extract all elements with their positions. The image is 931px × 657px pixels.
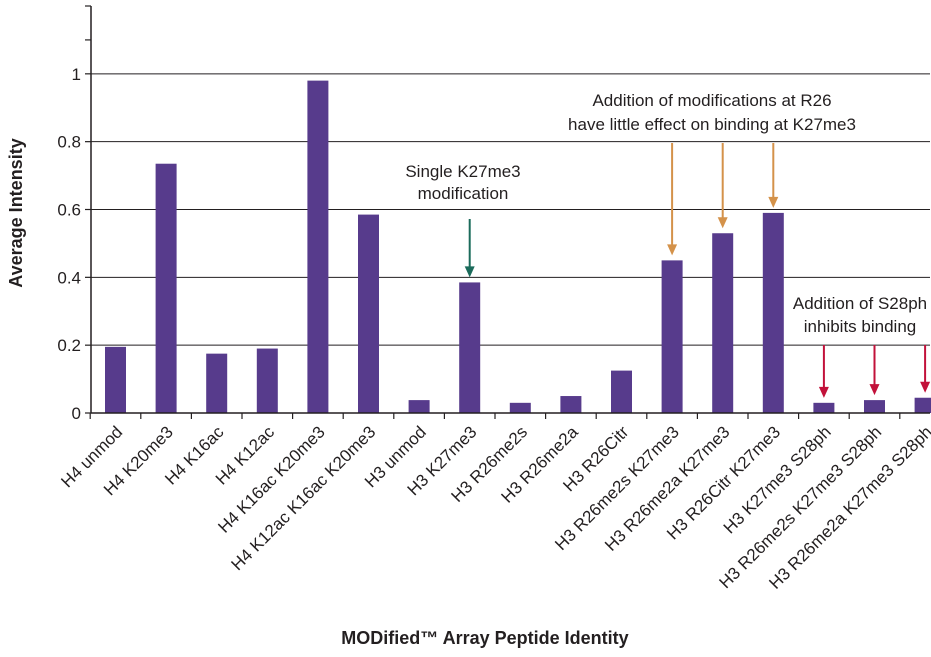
y-tick-label: 0.8 [57, 133, 81, 152]
annotation-text: modification [418, 184, 509, 203]
gridlines [91, 73, 930, 346]
y-tick-label: 0.4 [57, 268, 81, 287]
bar-h4-k16ac [206, 353, 228, 413]
annotation-arrowhead [464, 266, 475, 278]
annotation-arrowhead [818, 386, 829, 398]
annotation-text: inhibits binding [804, 317, 916, 336]
bar-h3-r26me2s-k27me3-s28ph [864, 400, 885, 413]
annotation-arrowhead [717, 217, 728, 229]
annotation-arrowhead [667, 244, 678, 256]
annotation-text: Addition of S28ph [793, 294, 927, 313]
bar-h3-r26me2s [509, 402, 531, 413]
bars [105, 80, 931, 413]
bar-h4-unmod [105, 346, 126, 413]
y-tick-label: 0.2 [57, 336, 81, 355]
annotation-text: Addition of modifications at R26 [592, 91, 831, 110]
y-tick-label: 0.6 [57, 201, 81, 220]
bar-h3-r26me2a-k27me3 [712, 233, 734, 413]
y-tick-label: 0 [72, 404, 81, 423]
bar-h4-k20me3 [155, 163, 177, 413]
bar-h3-r26me2a [560, 396, 582, 413]
bar-h4-k12ac-k16ac-k20me3 [358, 214, 379, 413]
bar-h3-r26me2a-k27me3-s28ph [914, 397, 931, 413]
axes [85, 5, 930, 419]
bar-h3-k27me3-s28ph [813, 402, 835, 413]
y-axis-title: Average Intensity [6, 138, 26, 287]
y-tick-labels: 0 0.2 0.4 0.6 0.8 1 [57, 65, 81, 423]
bar-h3-k27me3 [459, 282, 481, 413]
annotation-arrowhead [869, 384, 880, 396]
bar-h4-k12ac [256, 348, 278, 413]
bar-h3-r26me2s-k27me3 [661, 260, 683, 413]
y-tick-label: 1 [72, 65, 81, 84]
annotation-arrowhead [768, 196, 779, 208]
annotation-text: have little effect on binding at K27me3 [568, 115, 856, 134]
bar-h3-r26citr [611, 370, 632, 413]
annotation-arrowhead [920, 381, 931, 393]
annotations: Single K27me3 modification Addition of mod… [405, 91, 931, 398]
bar-h3-unmod [408, 400, 430, 413]
bar-h3-r26citr-k27me3 [762, 212, 784, 413]
x-axis-title: MODified™ Array Peptide Identity [341, 628, 628, 648]
bar-h4-k16ac-k20me3 [307, 80, 329, 413]
annotation-text: Single K27me3 [405, 162, 520, 181]
